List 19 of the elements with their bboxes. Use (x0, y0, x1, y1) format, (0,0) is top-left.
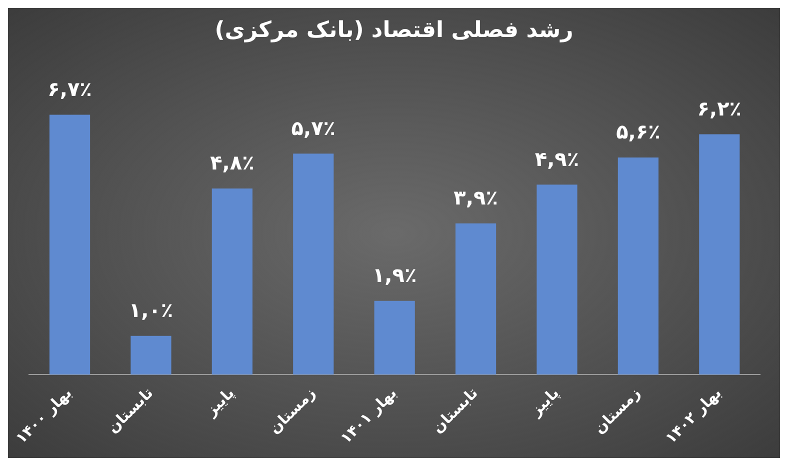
data-label: ۴,۹٪ (534, 146, 580, 171)
data-label: ۱,۰٪ (128, 298, 174, 322)
x-tick-label: تابستان (104, 384, 157, 437)
data-label: ۵,۶٪ (616, 120, 660, 144)
x-tick-label: زمستان (590, 384, 644, 438)
data-label: ۶,۷٪ (48, 77, 92, 102)
x-tick-label: بهار ۱۴۰۲ (662, 384, 725, 448)
data-label: ۶,۲٪ (697, 96, 742, 120)
data-label: ۱,۹٪ (372, 263, 417, 288)
x-tick-label: تابستان (428, 384, 482, 437)
x-tick-label: بهار ۱۴۰۱ (336, 384, 400, 448)
x-tick-label: پاییز (201, 384, 238, 420)
chart-title: رشد فصلی اقتصاد (بانک مرکزی) (214, 18, 574, 43)
data-label: ۵,۷٪ (291, 116, 336, 140)
x-tick-label: بهار ۱۴۰۰ (12, 384, 76, 448)
x-tick-label: زمستان (265, 384, 319, 438)
data-label: ۳,۹٪ (454, 186, 498, 210)
x-tick-label: پاییز (526, 384, 563, 420)
data-label: ۴,۸٪ (210, 150, 254, 175)
